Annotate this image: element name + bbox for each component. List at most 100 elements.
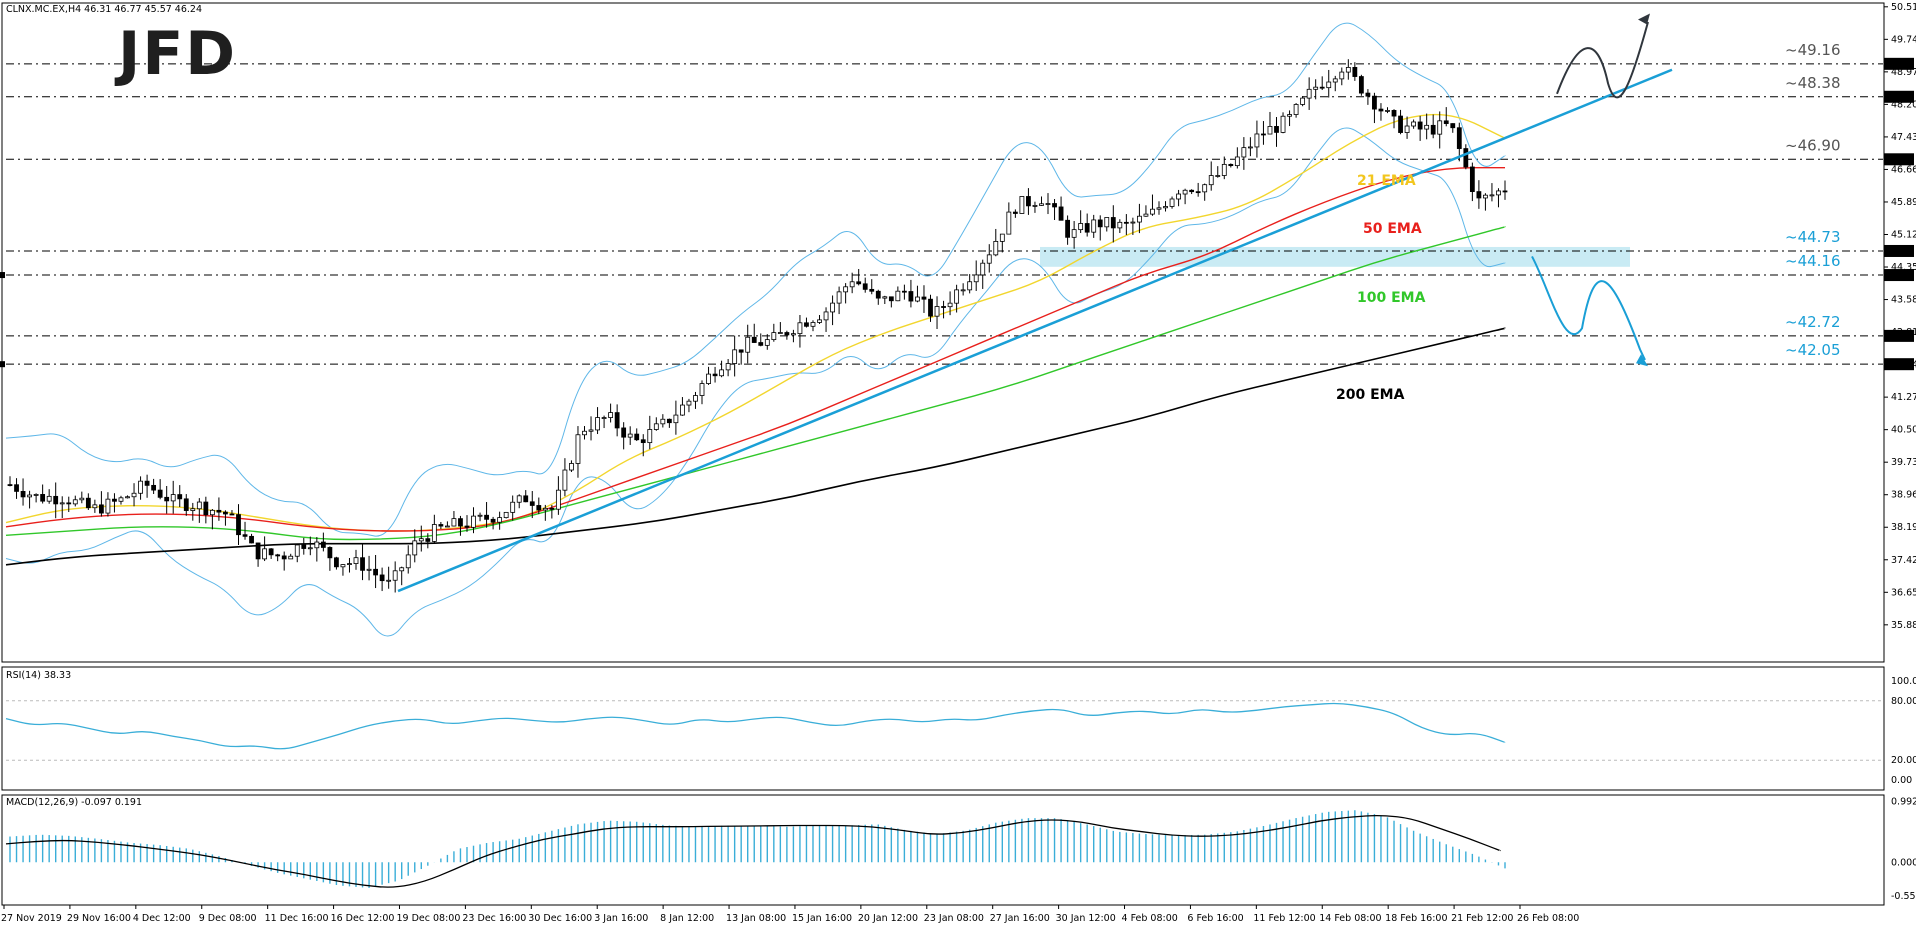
candle-body [445, 525, 450, 528]
x-tick-label: 26 Feb 08:00 [1517, 913, 1579, 924]
candle-body [1039, 203, 1044, 206]
price-tag-text: 42.05 [1887, 360, 1914, 371]
candle-body [745, 336, 751, 353]
candle-body [484, 514, 489, 520]
candle-body [908, 291, 914, 302]
left-marker [0, 272, 5, 279]
candle-body [1091, 219, 1097, 233]
y-tick-label: 37.42 [1891, 555, 1916, 566]
candle-body [418, 538, 424, 542]
x-tick-label: 15 Jan 16:00 [792, 913, 852, 924]
candle-body [1411, 121, 1417, 127]
ema50-label: 50 EMA [1363, 221, 1422, 237]
candle-body [249, 535, 254, 544]
candle-body [1280, 115, 1286, 133]
candle-body [477, 514, 483, 517]
candle-body [1450, 123, 1456, 129]
candle-body [1496, 190, 1501, 196]
candle-body [320, 541, 326, 548]
candle-body [843, 286, 849, 293]
candle-body [1202, 184, 1208, 193]
y-tick-label: 44.35 [1891, 262, 1916, 273]
candle-body [1313, 86, 1319, 90]
candle-body [601, 417, 607, 419]
candle-body [986, 254, 992, 264]
level-label: ~42.05 [1785, 341, 1841, 359]
candle-body [1398, 115, 1403, 133]
candle-body [255, 542, 261, 560]
level-label: ~44.73 [1785, 228, 1841, 246]
upper-band [5, 22, 1506, 537]
candle-body [523, 495, 529, 503]
ema21-line [5, 113, 1506, 532]
candle-body [412, 540, 418, 556]
candle-body [347, 563, 352, 565]
candle-body [490, 518, 496, 523]
candle-body [183, 498, 189, 511]
candle-body [836, 291, 842, 304]
y-tick-label: 43.58 [1891, 295, 1916, 306]
candle-body [830, 302, 835, 313]
macd-tick-label: -0.552 [1891, 891, 1916, 902]
macd-panel: 0.992 0.000 -0.552 [5, 796, 1916, 902]
candle-body [666, 418, 672, 424]
candle-body [1045, 203, 1051, 205]
candle-body [647, 429, 653, 444]
price-tag-text: 49.16 [1887, 59, 1914, 70]
candle-body [810, 322, 816, 327]
price-tag-text: 46.90 [1887, 155, 1914, 166]
price-tag [1884, 153, 1914, 166]
candle-body [941, 306, 946, 308]
candle-body [967, 281, 973, 291]
candle-body [471, 515, 476, 528]
x-tick-label: 27 Jan 16:00 [990, 913, 1050, 924]
candle-body [203, 501, 209, 516]
candle-body [1163, 206, 1168, 209]
x-tick-label: 14 Feb 08:00 [1319, 913, 1381, 924]
candle-body [627, 433, 633, 438]
candle-body [758, 342, 764, 346]
y-tick-label: 35.88 [1891, 620, 1916, 631]
candle-body [993, 240, 999, 256]
x-tick-label: 4 Feb 08:00 [1122, 913, 1178, 924]
candle-body [1006, 211, 1012, 235]
y-tick-label: 39.73 [1891, 457, 1916, 468]
y-tick-label: 36.65 [1891, 587, 1916, 598]
candle-body [392, 570, 398, 581]
candle-body [85, 497, 91, 509]
candle-body [275, 554, 281, 557]
macd-tick-label: 0.000 [1891, 857, 1916, 868]
candle-body [1228, 163, 1234, 167]
y-tick-label: 45.89 [1891, 197, 1916, 208]
candle-body [92, 504, 98, 509]
x-tick-label: 23 Dec 16:00 [462, 913, 526, 924]
candle-body [797, 322, 803, 335]
x-tick-label: 23 Jan 08:00 [924, 913, 984, 924]
candle-body [301, 544, 307, 549]
x-tick-label: 27 Nov 2019 [1, 913, 62, 924]
candle-body [405, 554, 411, 569]
macd-header: MACD(12,26,9) -0.097 0.191 [6, 797, 142, 808]
candle-body [1012, 211, 1018, 214]
y-tick-label: 48.20 [1891, 99, 1916, 110]
candle-body [1339, 71, 1345, 80]
candle-body [138, 480, 143, 494]
candle-body [1065, 219, 1070, 238]
candle-body [431, 524, 437, 542]
macd-tick-label: 0.992 [1891, 796, 1916, 807]
candle-body [399, 567, 405, 572]
ema200-label: 200 EMA [1336, 387, 1405, 403]
candle-body [281, 555, 287, 560]
candle-body [340, 564, 346, 568]
horizontal-levels: ~49.16 ~48.38 ~46.90 ~44.73 ~44.16 ~42.72 ~42.… [0, 41, 1914, 371]
chart-frames [1, 2, 1885, 906]
candle-body [862, 283, 868, 290]
candle-body [1234, 156, 1240, 167]
candle-body [164, 496, 170, 502]
candle-body [1326, 81, 1332, 89]
candle-body [510, 501, 516, 513]
candle-body [1215, 175, 1221, 177]
candle-body [14, 484, 19, 492]
candle-body [960, 289, 966, 292]
candle-body [1130, 221, 1136, 224]
